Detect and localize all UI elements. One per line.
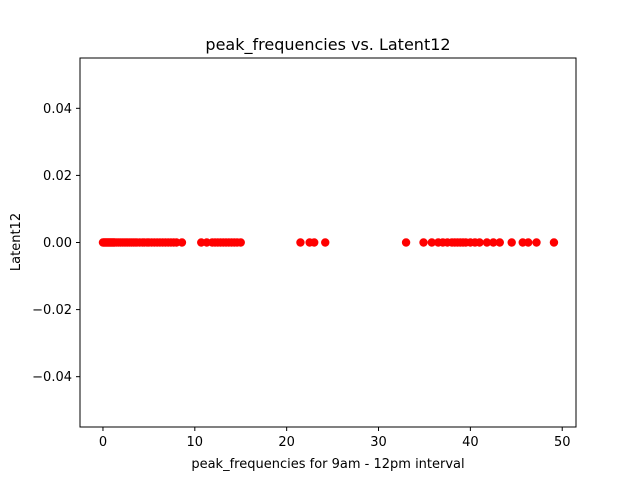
x-tick-label: 0 [99, 435, 107, 450]
data-point [475, 238, 484, 247]
data-point [489, 238, 498, 247]
y-tick-label: 0.04 [43, 102, 72, 117]
data-point [296, 238, 305, 247]
data-point [532, 238, 541, 247]
data-points [98, 238, 559, 247]
y-axis-label: Latent12 [9, 213, 24, 271]
x-tick-label: 40 [462, 435, 479, 450]
data-point [524, 238, 533, 247]
x-tick-label: 10 [187, 435, 204, 450]
y-tick-label: −0.04 [32, 370, 72, 385]
data-point [495, 238, 504, 247]
data-point [177, 238, 187, 247]
x-axis-ticks: 0 10 20 30 40 50 [99, 427, 571, 450]
x-tick-label: 20 [278, 435, 295, 450]
y-tick-label: 0.00 [43, 236, 72, 251]
x-axis-label: peak_frequencies for 9am - 12pm interval [191, 457, 464, 472]
x-tick-label: 50 [554, 435, 571, 450]
data-point [482, 238, 492, 247]
data-point [419, 238, 428, 247]
data-point [427, 238, 436, 247]
data-point [236, 238, 245, 247]
chart-title: peak_frequencies vs. Latent12 [205, 35, 450, 55]
data-point [549, 238, 559, 247]
data-point [507, 238, 516, 247]
x-tick-label: 30 [370, 435, 387, 450]
data-point [321, 238, 330, 247]
data-point [310, 238, 319, 247]
data-point [401, 238, 411, 247]
y-tick-label: −0.02 [32, 303, 72, 318]
y-tick-label: 0.02 [43, 169, 72, 184]
y-axis-ticks: −0.04 −0.02 0.00 0.02 0.04 [32, 102, 80, 385]
